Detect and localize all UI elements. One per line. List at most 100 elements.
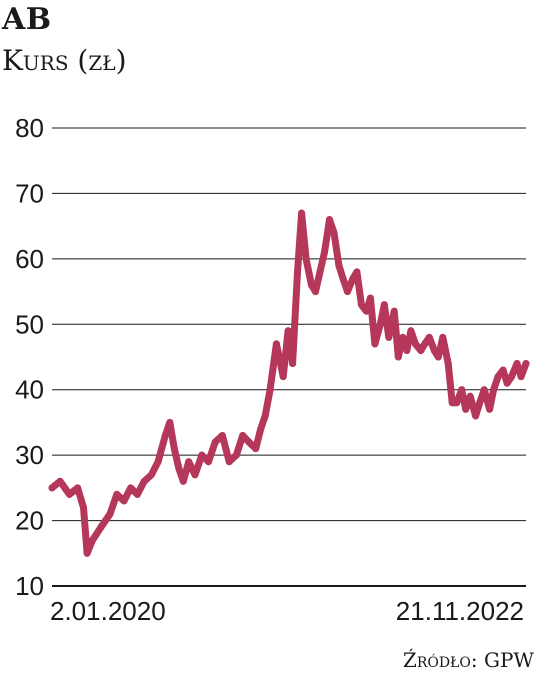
data-point <box>330 229 338 237</box>
data-point <box>425 333 433 341</box>
data-point <box>434 353 442 361</box>
data-point <box>417 347 425 354</box>
data-point <box>106 510 114 518</box>
data-point <box>205 458 212 466</box>
data-point <box>407 327 415 335</box>
data-point <box>83 549 91 557</box>
data-point <box>339 275 347 282</box>
y-tick-label: 80 <box>15 113 44 143</box>
y-tick-label: 10 <box>15 571 44 601</box>
data-point <box>294 268 301 276</box>
data-point <box>362 307 370 315</box>
data-point <box>298 209 306 217</box>
data-point <box>458 386 466 394</box>
data-point <box>349 275 357 282</box>
data-point <box>302 255 310 263</box>
data-point <box>284 327 292 335</box>
data-point <box>179 477 187 485</box>
y-tick-label: 40 <box>15 375 44 405</box>
data-point <box>140 477 148 485</box>
data-point <box>321 248 328 256</box>
data-point <box>472 412 480 420</box>
data-point <box>411 340 419 348</box>
data-point <box>508 373 516 381</box>
data-point <box>353 268 361 276</box>
data-point <box>239 432 247 439</box>
y-tick-label: 50 <box>15 309 44 339</box>
data-point <box>316 268 324 276</box>
data-point <box>89 536 96 544</box>
data-point <box>522 360 530 367</box>
data-point <box>385 333 393 341</box>
data-point <box>80 504 87 511</box>
y-axis-ticks: 10 20 30 40 50 60 70 80 <box>15 113 44 601</box>
y-tick-label: 60 <box>15 244 44 274</box>
x-tick-label: 21.11.2022 <box>396 596 524 626</box>
data-point <box>399 333 407 341</box>
data-point <box>462 405 470 413</box>
data-point <box>335 261 343 269</box>
data-point <box>344 288 351 296</box>
data-point <box>444 360 452 367</box>
data-point <box>127 484 135 492</box>
data-point <box>74 484 82 492</box>
data-point <box>421 340 429 348</box>
data-point <box>218 432 226 439</box>
x-axis-ticks: 2.01.2020 21.11.2022 <box>50 596 524 626</box>
data-point <box>279 373 287 381</box>
data-point <box>476 399 484 407</box>
data-point <box>113 490 121 498</box>
data-point <box>161 432 169 439</box>
data-point <box>120 497 128 505</box>
data-point <box>517 373 525 381</box>
data-point <box>439 333 447 341</box>
data-point <box>503 379 511 387</box>
data-point <box>490 386 498 394</box>
data-point <box>245 438 253 446</box>
data-point <box>175 464 183 472</box>
data-point <box>191 471 199 479</box>
data-point <box>326 216 333 224</box>
data-point <box>166 418 174 426</box>
data-point <box>261 412 269 420</box>
data-point <box>289 360 297 367</box>
data-point <box>232 451 240 459</box>
data-point <box>308 281 315 289</box>
data-point <box>198 451 206 459</box>
data-point <box>430 347 438 354</box>
data-point <box>371 340 379 348</box>
data-point <box>185 458 193 466</box>
chart-subtitle: Kurs (zł) <box>2 44 127 77</box>
source-note: Źródło: GPW <box>402 648 534 672</box>
data-point <box>312 288 319 296</box>
y-tick-label: 30 <box>15 440 44 470</box>
data-point <box>170 445 178 453</box>
data-point <box>486 405 494 413</box>
data-point <box>390 307 398 315</box>
chart-title: AB <box>2 2 52 37</box>
data-point <box>466 392 474 400</box>
data-point <box>66 490 73 498</box>
data-point <box>133 490 141 498</box>
grid-lines <box>52 127 526 587</box>
data-point <box>403 347 411 354</box>
data-point <box>453 399 461 407</box>
data-point <box>494 373 502 381</box>
price-series <box>48 209 530 557</box>
data-point <box>380 301 388 309</box>
data-point <box>513 360 521 367</box>
x-tick-label: 2.01.2020 <box>50 596 166 626</box>
data-point <box>480 386 488 394</box>
data-point <box>266 386 274 394</box>
y-tick-label: 70 <box>15 178 44 208</box>
data-point <box>154 458 162 466</box>
data-point <box>225 458 233 466</box>
data-point <box>97 523 105 531</box>
data-point <box>252 445 260 453</box>
data-point <box>257 425 265 433</box>
data-point <box>366 294 374 302</box>
data-point <box>56 477 64 485</box>
data-point <box>357 301 365 309</box>
data-point <box>211 438 219 446</box>
